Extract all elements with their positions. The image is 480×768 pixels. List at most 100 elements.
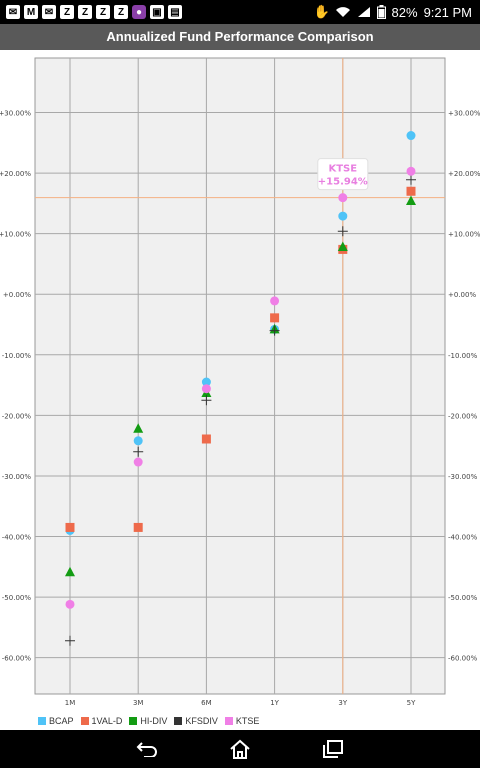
data-point-ktse[interactable] [133, 457, 143, 467]
system-status: ✋ 82% 9:21 PM [313, 4, 480, 20]
data-point-kfsdiv[interactable] [65, 635, 75, 646]
tooltip-value: +15.94% [318, 177, 368, 188]
chart-legend: BCAP 1VAL-D HI-DIV KFSDIV KTSE [0, 712, 480, 730]
clock-time: 9:21 PM [423, 4, 472, 20]
home-button[interactable] [226, 735, 254, 763]
legend-item: HI-DIV [129, 716, 167, 726]
z-app-icon: Z [96, 5, 110, 19]
data-point-ktse[interactable] [65, 599, 75, 609]
legend-swatch [174, 717, 183, 725]
y-tick-label-left: +10.00% [0, 231, 31, 239]
data-point-kfsdiv[interactable] [337, 226, 348, 237]
y-tick-label-right: +0.00% [448, 291, 476, 299]
plot-area [34, 57, 446, 695]
y-tick-label-left: -40.00% [2, 534, 32, 542]
data-point-kfsdiv[interactable] [406, 174, 416, 185]
legend-label: BCAP [49, 716, 74, 726]
y-tick-label-left: -60.00% [2, 655, 32, 663]
tooltip-series-name: KTSE [328, 164, 357, 175]
y-tick-label-left: +30.00% [0, 110, 31, 118]
x-tick-label: 5Y [407, 699, 416, 707]
notification-icons: ✉ M ✉ Z Z Z Z ● ▣ ▤ [0, 5, 182, 19]
data-point-kfsdiv[interactable] [201, 395, 212, 406]
app-icon: ● [132, 5, 146, 19]
back-icon [136, 742, 157, 757]
page-title: Annualized Fund Performance Comparison [0, 24, 480, 50]
navigation-bar [0, 730, 480, 768]
x-tick-label: 3M [133, 699, 144, 707]
mail-icon: ✉ [6, 5, 20, 19]
hand-icon: ✋ [313, 4, 330, 19]
x-tick-label: 6M [201, 699, 212, 707]
y-tick-label-right: -50.00% [448, 594, 478, 602]
y-tick-label-right: +20.00% [448, 170, 480, 178]
x-tick-label: 1M [65, 699, 76, 707]
legend-item: 1VAL-D [80, 716, 123, 726]
data-point-bcap[interactable] [406, 131, 416, 141]
data-point-hi-div[interactable] [337, 241, 348, 251]
y-tick-label-right: +10.00% [448, 231, 480, 239]
y-tick-label-left: +20.00% [0, 170, 31, 178]
scatter-chart[interactable]: -60.00% -60.00% -50.00% -50.00% -40.00% -40.0… [0, 50, 480, 712]
data-point-bcap[interactable] [133, 436, 143, 446]
y-tick-label-right: +30.00% [448, 110, 480, 118]
y-tick-label-right: -30.00% [448, 473, 478, 481]
back-button[interactable] [133, 735, 161, 763]
data-point-1val-d[interactable] [406, 186, 416, 196]
y-tick-label-left: -10.00% [2, 352, 32, 360]
z-app-icon: Z [78, 5, 92, 19]
legend-item: KTSE [224, 716, 260, 726]
y-tick-label-right: -10.00% [448, 352, 478, 360]
data-point-ktse[interactable] [201, 384, 211, 394]
data-point-ktse[interactable] [406, 166, 416, 176]
recents-icon [323, 740, 344, 758]
y-tick-label-left: -50.00% [2, 594, 32, 602]
x-tick-label: 1Y [270, 699, 279, 707]
mail-icon: M [24, 5, 38, 19]
data-point-kfsdiv[interactable] [269, 325, 280, 336]
data-point-kfsdiv[interactable] [133, 446, 144, 457]
signal-icon [357, 7, 370, 17]
legend-swatch [80, 717, 89, 725]
y-tick-label-right: -60.00% [448, 655, 478, 663]
data-point-ktse[interactable] [270, 296, 280, 306]
briefcase-icon: ▤ [168, 5, 182, 19]
legend-swatch [129, 717, 138, 725]
legend-label: KTSE [235, 716, 260, 726]
chart-container[interactable]: -60.00% -60.00% -50.00% -50.00% -40.00% -40.0… [0, 50, 480, 712]
data-point-1val-d[interactable] [133, 522, 143, 532]
data-point-hi-div[interactable] [133, 423, 144, 433]
mail-icon: ✉ [42, 5, 56, 19]
y-tick-label-right: -20.00% [448, 412, 478, 420]
y-tick-label-left: -30.00% [2, 473, 32, 481]
shopping-icon: ▣ [150, 5, 164, 19]
legend-label: KFSDIV [185, 716, 218, 726]
z-app-icon: Z [60, 5, 74, 19]
legend-swatch [224, 717, 233, 725]
battery-percent: 82% [391, 4, 418, 20]
data-point-bcap[interactable] [338, 211, 348, 221]
data-point-1val-d[interactable] [270, 313, 280, 323]
status-bar: ✉ M ✉ Z Z Z Z ● ▣ ▤ ✋ 82% 9:21 PM [0, 0, 480, 24]
data-point-hi-div[interactable] [65, 566, 75, 577]
y-tick-label-left: +0.00% [3, 291, 31, 299]
home-icon [230, 739, 250, 759]
y-tick-label-right: -40.00% [448, 534, 478, 542]
recents-button[interactable] [319, 735, 347, 763]
data-point-1val-d[interactable] [201, 434, 211, 444]
battery-icon [376, 5, 386, 19]
data-point-ktse[interactable] [338, 193, 348, 203]
x-tick-label: 3Y [338, 699, 347, 707]
legend-item: KFSDIV [174, 716, 218, 726]
legend-label: HI-DIV [140, 716, 168, 726]
z-app-icon: Z [114, 5, 128, 19]
data-point-1val-d[interactable] [65, 522, 75, 532]
wifi-icon [335, 7, 350, 17]
legend-label: 1VAL-D [91, 716, 123, 726]
data-point-hi-div[interactable] [406, 195, 416, 205]
data-point-bcap[interactable] [201, 377, 211, 387]
legend-item: BCAP [38, 716, 74, 726]
legend-swatch [38, 717, 46, 725]
y-tick-label-left: -20.00% [2, 412, 32, 420]
highlight-tooltip [317, 158, 369, 191]
